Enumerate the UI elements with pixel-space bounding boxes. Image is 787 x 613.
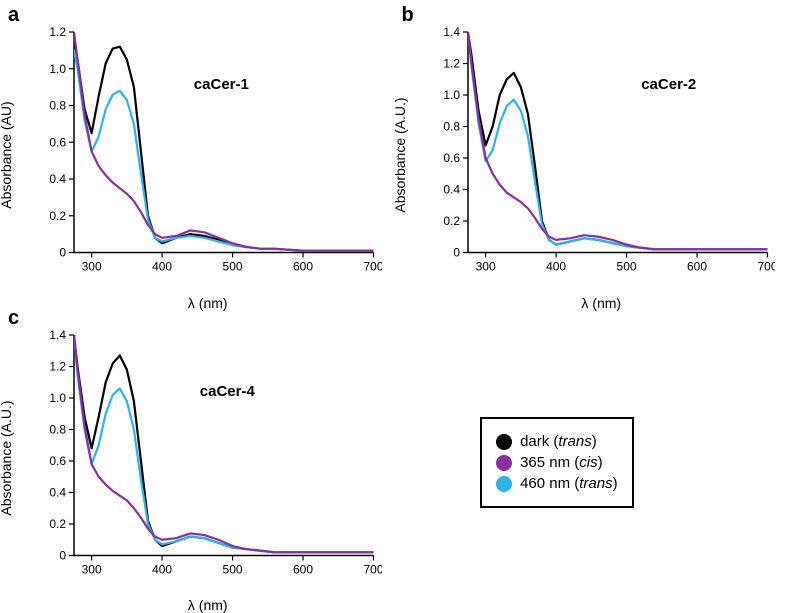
chart-c: 00.20.40.60.81.01.21.4300400500600700 Ab… [34,329,382,588]
chart-c-svg: 0 0.2 0.4 0.6 0.8 1.0 1.2 1.4 300 400 500 600 700 [34,329,382,588]
chart-b: 00.20.40.60.81.01.21.4300400500600700 Ab… [428,26,776,285]
svg-text:700: 700 [363,260,381,274]
svg-text:0: 0 [59,548,66,562]
legend-item-uv365: 365 nm (cis) [496,454,618,471]
figure-grid: a 0 0.2 0.4 0.6 0.8 1.0 1.2 300 400 500 600 700 Abs… [0,0,787,605]
chart-a: 00.20.40.60.81.01.2300400500600700 Absor… [34,26,382,285]
panel-c: c 00.20.40.60.81.01.21.4300400500600700 … [0,303,394,606]
legend-label-dark: dark (trans) [520,433,597,450]
svg-text:1.4: 1.4 [49,329,66,342]
svg-text:1.0: 1.0 [443,88,460,102]
svg-text:1.4: 1.4 [443,26,460,39]
svg-text:0: 0 [453,246,460,260]
series-vis460 [468,32,768,249]
svg-text:0.2: 0.2 [443,214,460,228]
svg-text:1.0: 1.0 [49,391,66,405]
svg-text:0.2: 0.2 [49,209,66,223]
svg-text:1.0: 1.0 [49,62,66,76]
legend-swatch-dark [496,434,512,450]
svg-text:0.6: 0.6 [49,135,66,149]
series-uv365 [74,32,374,251]
svg-text:0: 0 [59,246,66,260]
svg-text:0.8: 0.8 [49,99,66,113]
ylabel-a: Absorbance (AU) [0,102,14,209]
svg-text:600: 600 [293,260,313,274]
title-a: caCer-1 [194,76,249,93]
svg-text:500: 500 [223,562,243,576]
title-c: caCer-4 [200,383,255,400]
series-vis460 [74,335,374,552]
svg-text:1.2: 1.2 [49,26,66,39]
series-dark [468,32,768,249]
svg-text:500: 500 [616,260,636,274]
chart-b-svg: 0 0.2 0.4 0.6 0.8 1.0 1.2 1.4 300 400 500 600 700 [428,26,776,285]
legend-item-dark: dark (trans) [496,433,618,450]
svg-text:500: 500 [223,260,243,274]
series-dark [74,335,374,552]
svg-text:0.8: 0.8 [443,120,460,134]
panel-a: a 0 0.2 0.4 0.6 0.8 1.0 1.2 300 400 500 600 700 Abs… [0,0,394,303]
svg-text:0.4: 0.4 [49,485,66,499]
svg-text:300: 300 [82,260,102,274]
svg-text:600: 600 [293,562,313,576]
svg-text:400: 400 [546,260,566,274]
panel-d-legend: dark (trans) 365 nm (cis) 460 nm (trans) [394,303,787,606]
svg-text:700: 700 [363,562,381,576]
legend-swatch-uv365 [496,455,512,471]
panel-b: b 00.20.40.60.81.01.21.4300400500600700 … [394,0,787,303]
legend-box: dark (trans) 365 nm (cis) 460 nm (trans) [480,417,634,508]
xlabel-c: λ (nm) [188,597,228,613]
title-b: caCer-2 [641,76,696,93]
panel-letter-a: a [8,4,19,27]
legend-label-uv365: 365 nm (cis) [520,454,603,471]
chart-a-svg: 0 0.2 0.4 0.6 0.8 1.0 1.2 300 400 500 600 700 [34,26,382,285]
svg-text:300: 300 [82,562,102,576]
panel-letter-b: b [402,4,414,27]
svg-text:0.4: 0.4 [443,183,460,197]
svg-text:0.8: 0.8 [49,422,66,436]
legend-label-vis460: 460 nm (trans) [520,475,618,492]
svg-text:600: 600 [687,260,707,274]
svg-text:700: 700 [757,260,775,274]
ylabel-c: Absorbance (A.U.) [0,400,14,515]
panel-letter-c: c [8,307,19,330]
ylabel-b: Absorbance (A.U.) [392,98,408,213]
svg-text:300: 300 [475,260,495,274]
svg-text:400: 400 [152,260,172,274]
series-uv365 [468,32,768,249]
svg-text:0.6: 0.6 [49,454,66,468]
svg-text:1.2: 1.2 [443,57,460,71]
series-uv365 [74,335,374,552]
svg-text:0.4: 0.4 [49,172,66,186]
legend-swatch-vis460 [496,476,512,492]
svg-text:0.2: 0.2 [49,517,66,531]
legend-item-vis460: 460 nm (trans) [496,475,618,492]
svg-text:0.6: 0.6 [443,151,460,165]
svg-text:1.2: 1.2 [49,359,66,373]
svg-text:400: 400 [152,562,172,576]
